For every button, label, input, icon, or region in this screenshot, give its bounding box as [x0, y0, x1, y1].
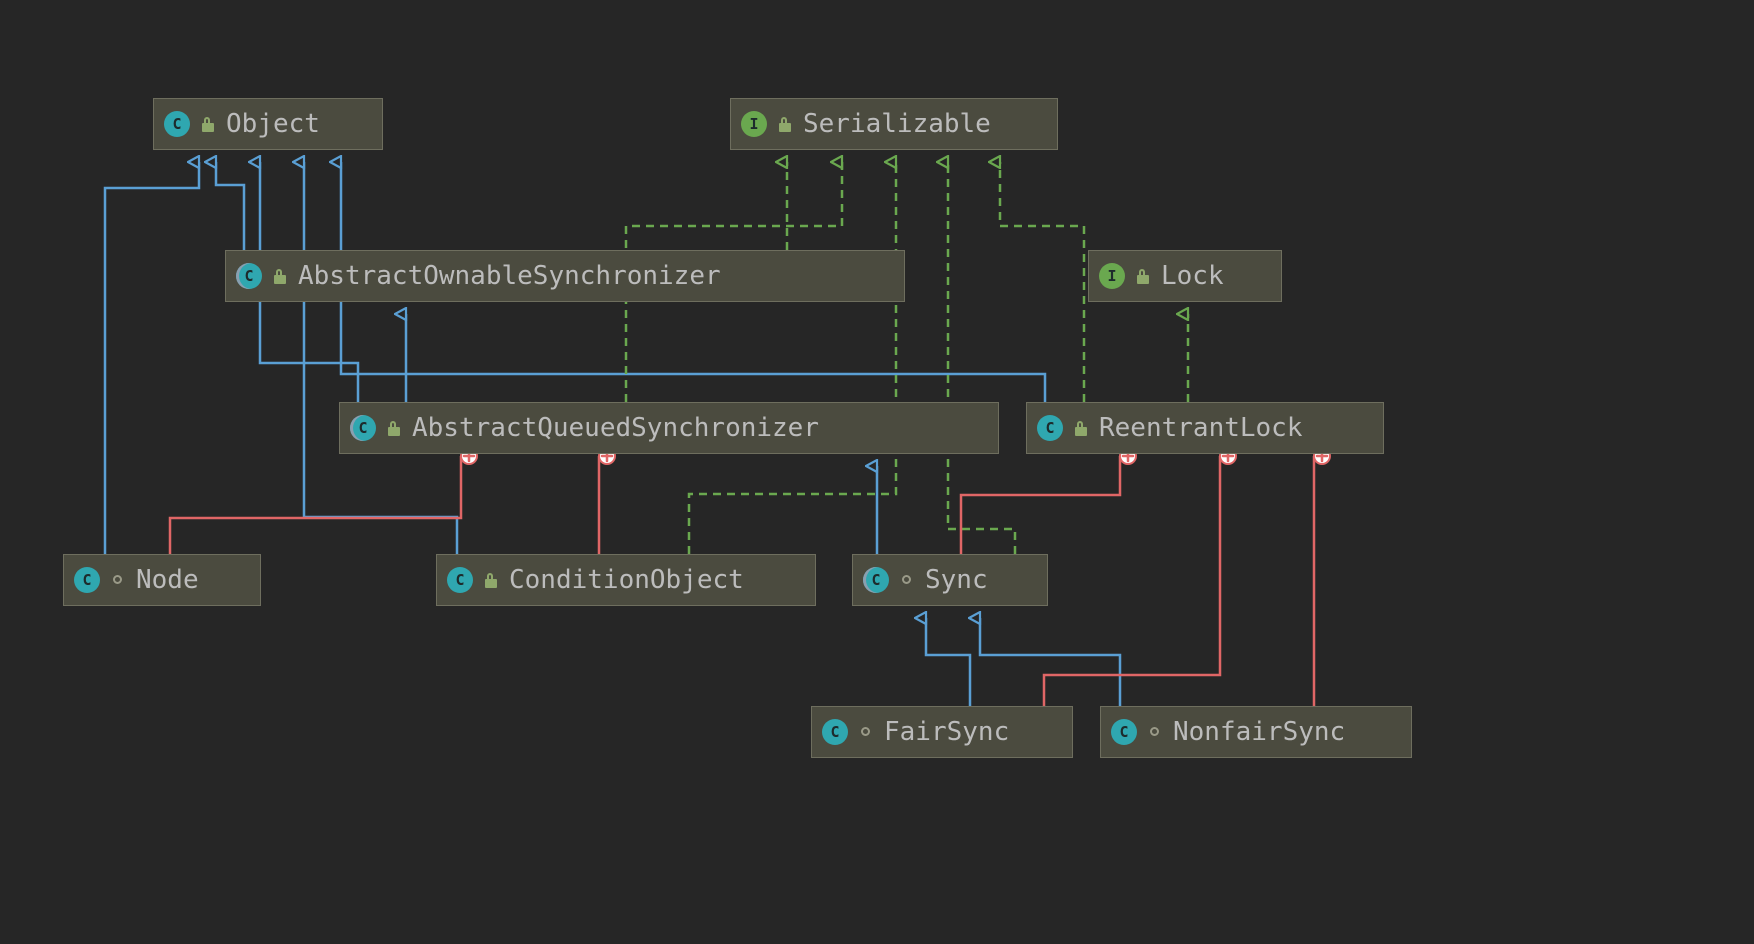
node-label: Lock	[1161, 261, 1224, 291]
node-label: FairSync	[884, 717, 1009, 747]
node-label: ConditionObject	[509, 565, 744, 595]
node-Serializable[interactable]: I Serializable	[730, 98, 1058, 150]
node-label: Object	[226, 109, 320, 139]
edge-extends	[926, 618, 970, 706]
edge-extends	[216, 162, 244, 250]
class-icon: C	[1111, 719, 1137, 745]
class-icon: C	[164, 111, 190, 137]
edge-extends	[980, 618, 1120, 706]
node-label: ReentrantLock	[1099, 413, 1303, 443]
class-icon: C	[236, 263, 262, 289]
package-private-icon	[1147, 724, 1163, 740]
edge-implements	[948, 162, 1015, 554]
diagram-canvas: C Object I Serializable C AbstractOwnableSync…	[0, 0, 1754, 944]
node-Sync[interactable]: C Sync	[852, 554, 1048, 606]
node-NonfairSync[interactable]: C NonfairSync	[1100, 706, 1412, 758]
edge-inner	[170, 456, 461, 554]
lock-icon	[483, 572, 499, 588]
interface-icon: I	[1099, 263, 1125, 289]
node-RL[interactable]: C ReentrantLock	[1026, 402, 1384, 454]
lock-icon	[272, 268, 288, 284]
node-Lock[interactable]: I Lock	[1088, 250, 1282, 302]
class-icon: C	[447, 567, 473, 593]
class-icon: C	[1037, 415, 1063, 441]
node-AOS[interactable]: C AbstractOwnableSynchronizer	[225, 250, 905, 302]
node-label: AbstractOwnableSynchronizer	[298, 261, 721, 291]
package-private-icon	[899, 572, 915, 588]
edge-inner	[1044, 456, 1220, 706]
lock-icon	[386, 420, 402, 436]
package-private-icon	[858, 724, 874, 740]
node-ConditionObject[interactable]: C ConditionObject	[436, 554, 816, 606]
lock-icon	[777, 116, 793, 132]
node-FairSync[interactable]: C FairSync	[811, 706, 1073, 758]
edge-implements	[1000, 162, 1084, 402]
node-label: Sync	[925, 565, 988, 595]
edge-implements	[689, 162, 896, 554]
class-icon: C	[822, 719, 848, 745]
node-label: AbstractQueuedSynchronizer	[412, 413, 819, 443]
lock-icon	[1135, 268, 1151, 284]
lock-icon	[200, 116, 216, 132]
node-label: NonfairSync	[1173, 717, 1345, 747]
node-AQS[interactable]: C AbstractQueuedSynchronizer	[339, 402, 999, 454]
lock-icon	[1073, 420, 1089, 436]
interface-icon: I	[741, 111, 767, 137]
node-Node[interactable]: C Node	[63, 554, 261, 606]
edge-extends	[105, 162, 199, 554]
package-private-icon	[110, 572, 126, 588]
edge-inner	[961, 456, 1120, 554]
node-Object[interactable]: C Object	[153, 98, 383, 150]
class-icon: C	[350, 415, 376, 441]
class-icon: C	[74, 567, 100, 593]
node-label: Serializable	[803, 109, 991, 139]
edge-extends	[304, 162, 457, 554]
node-label: Node	[136, 565, 199, 595]
class-icon: C	[863, 567, 889, 593]
